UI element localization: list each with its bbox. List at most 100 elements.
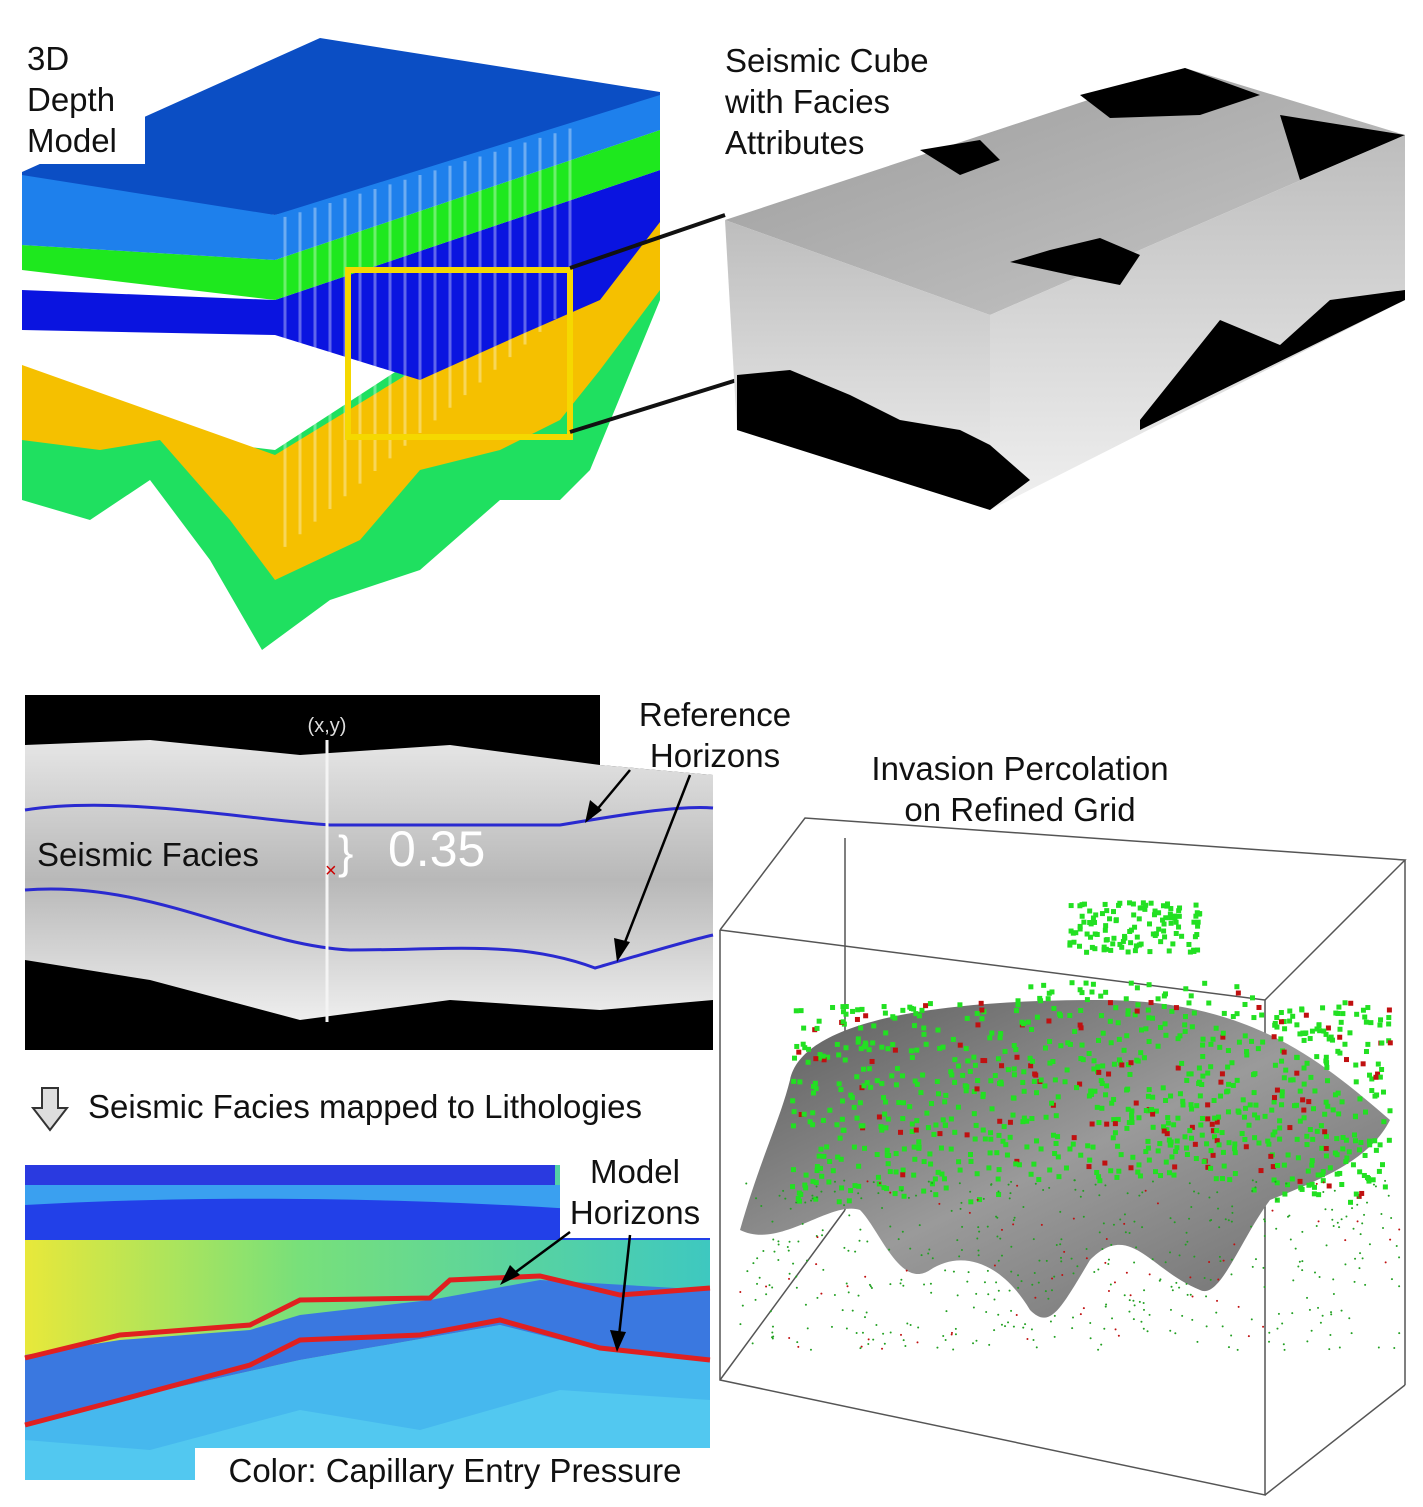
cell — [1111, 1096, 1117, 1102]
cell — [1319, 1321, 1322, 1324]
cell — [843, 1246, 846, 1249]
cell — [1174, 1145, 1180, 1151]
cell — [921, 1031, 927, 1037]
cell — [961, 1225, 964, 1228]
cell — [1256, 1004, 1262, 1010]
cell — [1098, 1013, 1104, 1019]
cell — [1163, 1097, 1169, 1103]
cell — [1278, 1019, 1284, 1025]
cell — [1055, 1154, 1061, 1160]
cell — [975, 1078, 981, 1084]
cell — [877, 1192, 880, 1195]
cell — [1114, 1174, 1120, 1180]
cell — [1169, 1308, 1172, 1311]
cell — [1095, 1064, 1101, 1070]
cell — [1387, 1040, 1393, 1046]
cell — [1112, 1130, 1118, 1136]
cell — [762, 1249, 765, 1252]
cell — [864, 1275, 867, 1278]
cell — [798, 1111, 804, 1117]
cell — [1175, 1281, 1178, 1284]
cell — [1188, 1102, 1194, 1108]
cell — [1156, 910, 1162, 916]
cell — [1359, 1233, 1362, 1236]
cell — [1195, 923, 1201, 929]
cell — [1049, 1100, 1055, 1106]
cell — [1186, 1000, 1192, 1006]
cell — [920, 1254, 923, 1257]
cell — [1151, 1180, 1154, 1183]
cell — [1053, 1275, 1056, 1278]
cell — [1136, 1115, 1142, 1121]
cell — [1024, 1144, 1030, 1150]
cell — [1099, 911, 1105, 917]
cell — [1270, 1164, 1276, 1170]
cell — [1091, 1066, 1097, 1072]
cell — [1322, 1190, 1325, 1193]
cell — [940, 1044, 946, 1050]
cell — [997, 1190, 1000, 1193]
cell — [1019, 1019, 1025, 1025]
cell — [1193, 902, 1199, 908]
cell — [882, 1010, 888, 1016]
cell — [1071, 1135, 1077, 1141]
cell — [1301, 1081, 1307, 1087]
cell — [1199, 1082, 1205, 1088]
cell — [1143, 1289, 1146, 1292]
cell — [1083, 980, 1089, 986]
cell — [1093, 1271, 1096, 1274]
cell — [745, 1182, 748, 1185]
cell — [797, 1240, 800, 1243]
cell — [882, 1111, 888, 1117]
cell — [1013, 1216, 1016, 1219]
cell — [1004, 1152, 1010, 1158]
cell — [1352, 1114, 1358, 1120]
cell — [1060, 1260, 1063, 1263]
cell — [739, 1290, 742, 1293]
cell — [1103, 923, 1109, 929]
cell — [938, 1202, 941, 1205]
cell — [900, 1007, 906, 1013]
cell — [1133, 1100, 1139, 1106]
cell — [795, 1201, 798, 1204]
label: Attributes — [725, 124, 864, 161]
cell — [1376, 1168, 1382, 1174]
cell — [1022, 1326, 1025, 1329]
cell — [1189, 1024, 1195, 1030]
cell — [1184, 1145, 1190, 1151]
cell — [860, 1197, 863, 1200]
cell — [1102, 901, 1108, 907]
cell — [1234, 984, 1240, 990]
cell — [1174, 1332, 1177, 1335]
cell — [1076, 1265, 1079, 1268]
cell — [1309, 1162, 1315, 1168]
cell — [1337, 1170, 1343, 1176]
cell — [1101, 1247, 1104, 1250]
cell — [1220, 1149, 1226, 1155]
cell — [1031, 1078, 1037, 1084]
cell — [841, 1309, 844, 1312]
cell — [1364, 1283, 1367, 1286]
cell — [1208, 1196, 1211, 1199]
cell — [987, 1293, 990, 1296]
cell — [900, 1189, 903, 1192]
cell — [1141, 1191, 1144, 1194]
cell — [1051, 1277, 1054, 1280]
cell — [1169, 1217, 1172, 1220]
cell — [796, 1341, 799, 1344]
cell — [1094, 1183, 1097, 1186]
cell — [1121, 1047, 1127, 1053]
cell — [841, 1127, 847, 1133]
cell — [874, 1152, 880, 1158]
cell — [956, 1063, 962, 1069]
cell — [1059, 1210, 1062, 1213]
cell — [958, 1255, 961, 1258]
cell — [859, 1347, 862, 1350]
cell — [1342, 1000, 1348, 1006]
cell — [886, 1153, 892, 1159]
cell — [1133, 943, 1139, 949]
cell — [1086, 1164, 1092, 1170]
cell — [1308, 1074, 1314, 1080]
cell — [1282, 1343, 1285, 1346]
cell — [1353, 1079, 1359, 1085]
